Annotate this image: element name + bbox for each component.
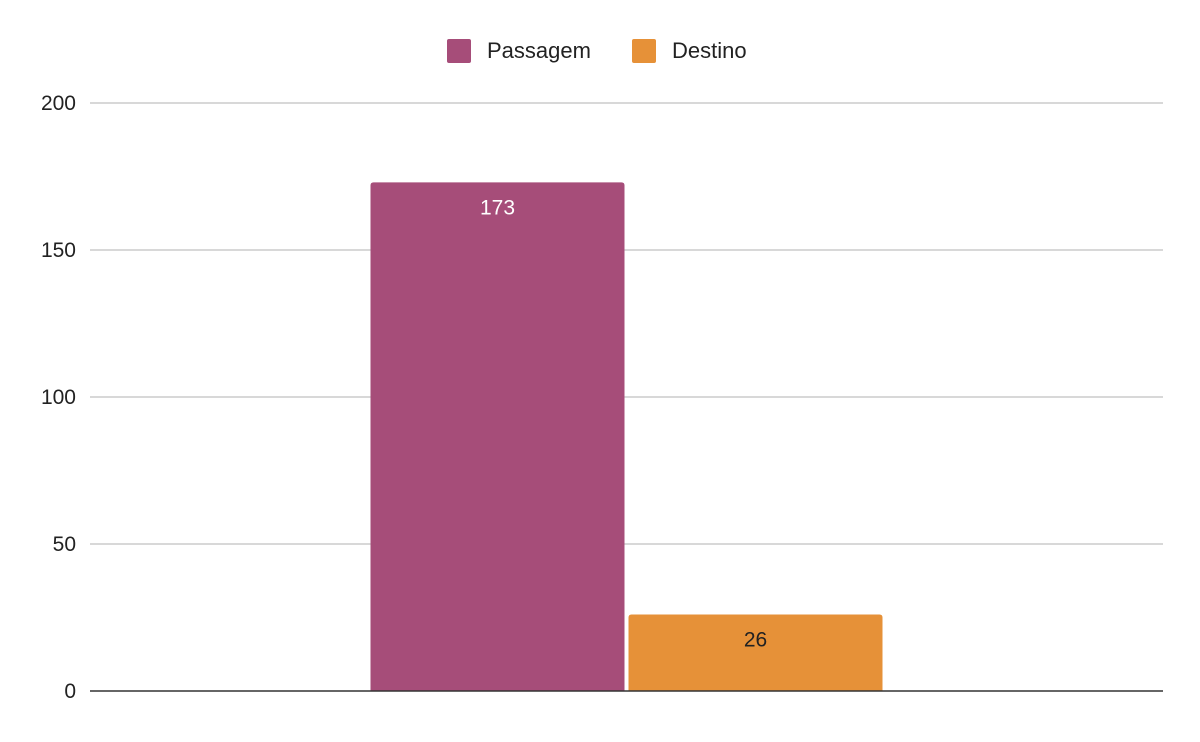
bars — [370, 182, 883, 691]
bar-value-label: 26 — [744, 629, 767, 652]
y-tick-label: 100 — [41, 386, 76, 409]
legend-swatch-destino — [632, 39, 656, 63]
legend-label: Destino — [672, 38, 747, 63]
bar-destino — [628, 614, 883, 691]
legend-label: Passagem — [487, 38, 591, 63]
legend-swatch-passagem — [447, 39, 471, 63]
bar-passagem — [370, 182, 625, 691]
y-tick-label: 50 — [53, 533, 76, 556]
gridlines — [90, 102, 1163, 545]
y-tick-label: 200 — [41, 92, 76, 115]
y-tick-label: 0 — [64, 680, 76, 703]
y-tick-label: 150 — [41, 239, 76, 262]
bar-data-labels: 173 26 — [480, 196, 767, 651]
y-axis-tick-labels: 0 50 100 150 200 — [41, 92, 76, 703]
chart-legend: Passagem Destino — [447, 38, 747, 63]
bar-value-label: 173 — [480, 196, 515, 219]
